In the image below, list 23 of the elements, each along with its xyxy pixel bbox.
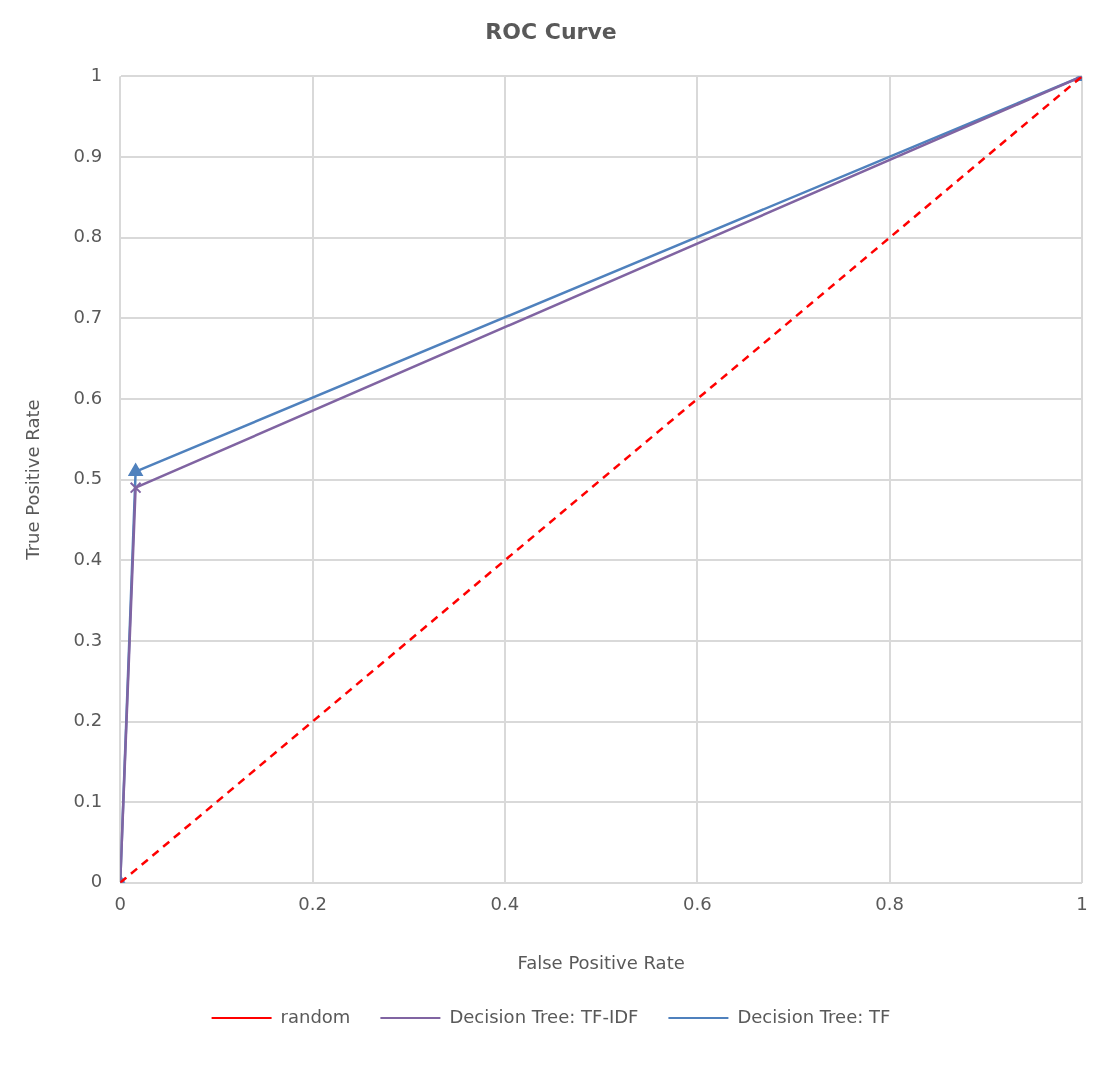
y-tick-label: 0.1 <box>73 789 103 811</box>
y-tick-label: 0.5 <box>73 467 103 489</box>
x-tick-label: 0.6 <box>682 893 712 915</box>
y-tick-label: 0.6 <box>73 386 103 408</box>
y-tick-label: 0.3 <box>73 628 103 650</box>
x-tick-label: 0.4 <box>490 893 520 915</box>
y-tick-label: 0 <box>90 870 103 892</box>
y-tick-label: 0.7 <box>73 305 103 327</box>
y-axis-title: True Positive Rate <box>22 399 44 561</box>
legend-label: random <box>280 1005 351 1027</box>
legend-label: Decision Tree: TF <box>737 1005 891 1027</box>
x-tick-label: 0.2 <box>298 893 327 915</box>
x-tick-label: 0 <box>114 893 126 915</box>
y-tick-label: 0.9 <box>73 144 103 166</box>
y-tick-label: 0.4 <box>73 547 103 569</box>
legend-label: Decision Tree: TF-IDF <box>449 1005 639 1027</box>
chart-title: ROC Curve <box>485 18 617 44</box>
y-tick-label: 0.2 <box>73 709 103 731</box>
x-tick-label: 0.8 <box>875 893 904 915</box>
y-tick-label: 0.8 <box>73 225 103 247</box>
x-tick-label: 1 <box>1076 893 1088 915</box>
x-axis-title: False Positive Rate <box>517 951 685 973</box>
y-tick-label: 1 <box>90 64 103 86</box>
